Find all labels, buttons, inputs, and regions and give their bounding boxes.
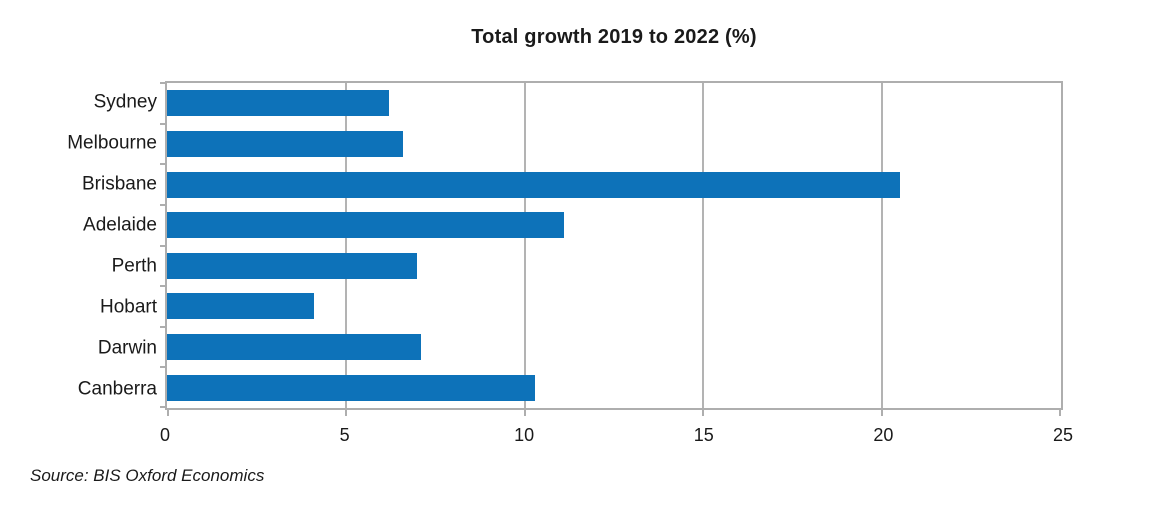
bar: [167, 90, 389, 117]
bar: [167, 252, 418, 279]
y-axis-tick: [160, 366, 166, 369]
category-label: Brisbane: [82, 173, 157, 195]
category-label: Hobart: [99, 296, 157, 318]
bar: [167, 334, 421, 361]
x-axis-tick: [344, 409, 347, 416]
y-axis-tick: [160, 285, 166, 288]
gridline: [523, 83, 526, 408]
x-tick-label: 25: [1052, 425, 1074, 445]
bar: [167, 293, 314, 320]
y-axis-tick: [160, 82, 166, 84]
gridline: [702, 83, 705, 408]
x-tick-label: 20: [873, 425, 894, 445]
plot-area: [160, 81, 1063, 416]
category-label: Adelaide: [83, 214, 157, 236]
bar: [167, 374, 536, 401]
category-label: Darwin: [97, 337, 157, 359]
bar: [167, 130, 404, 157]
bar: [167, 171, 901, 198]
category-label: Melbourne: [67, 132, 157, 154]
y-axis-tick: [160, 325, 166, 328]
category-label: Canberra: [77, 378, 157, 400]
y-axis-labels: Sydney Melbourne Brisbane Adelaide Perth Hoba…: [0, 81, 157, 410]
x-tick-label: 0: [159, 425, 171, 445]
chart-title: Total growth 2019 to 2022 (%): [471, 26, 757, 48]
x-axis-tick: [881, 409, 884, 416]
x-axis-tick: [1059, 409, 1061, 416]
category-label: Perth: [111, 255, 157, 277]
x-axis-tick: [702, 409, 705, 416]
y-axis-tick: [160, 406, 166, 408]
source-note: Source: BIS Oxford Economics: [30, 466, 265, 485]
y-axis-tick: [160, 122, 166, 125]
y-axis-tick: [160, 203, 166, 206]
x-tick-label: 5: [339, 425, 350, 445]
gridline: [881, 83, 884, 408]
x-axis-labels: 0 5 10 15 20 25: [160, 424, 1073, 446]
x-tick-label: 15: [693, 425, 714, 445]
category-label: Sydney: [93, 91, 157, 113]
x-tick-label: 10: [514, 425, 535, 445]
gridline: [344, 83, 347, 408]
x-axis-tick: [167, 409, 169, 416]
y-axis-tick: [160, 244, 166, 247]
x-axis-tick: [523, 409, 526, 416]
y-axis-tick: [160, 163, 166, 166]
bar: [167, 212, 564, 239]
